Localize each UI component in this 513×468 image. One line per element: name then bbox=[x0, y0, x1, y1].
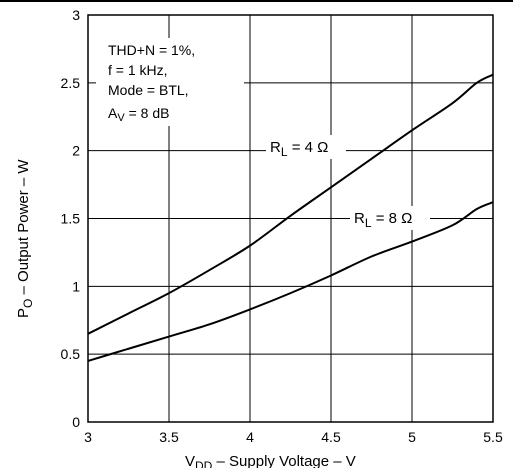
series-label-symbol: R bbox=[354, 210, 365, 227]
series-line-8ohm bbox=[87, 201, 494, 362]
gain-subscript: V bbox=[117, 112, 125, 124]
x-tick-label: 3 bbox=[84, 429, 92, 445]
annotation-line: THD+N = 1%, bbox=[108, 42, 195, 58]
y-axis-text: – Output Power – W bbox=[15, 159, 32, 299]
series-label-value: = 4 Ω bbox=[288, 139, 329, 156]
x-axis-symbol: V bbox=[185, 453, 195, 468]
series-label-subscript: L bbox=[281, 145, 288, 159]
gain-annotation: AV = 8 dB bbox=[108, 105, 169, 124]
x-tick-label: 5 bbox=[408, 429, 416, 445]
series-line-4ohm bbox=[87, 73, 494, 335]
x-tick-label: 4 bbox=[246, 429, 254, 445]
y-tick-label: 1 bbox=[72, 278, 80, 294]
x-tick-label: 5.5 bbox=[483, 429, 503, 445]
annotation-line: Mode = BTL, bbox=[108, 82, 189, 98]
label-background-4ohm bbox=[266, 135, 346, 159]
axis-ticks: 3 3.5 4 4.5 5 5.5 0 0.5 1 1.5 2 2.5 3 bbox=[61, 7, 503, 445]
x-axis-text: – Supply Voltage – V bbox=[212, 453, 355, 468]
top-rule bbox=[0, 0, 513, 2]
series-label-8ohm: RL = 8 Ω bbox=[354, 210, 412, 230]
x-tick-label: 3.5 bbox=[159, 429, 179, 445]
y-axis-label: PO – Output Power – W bbox=[15, 159, 35, 318]
series-lines bbox=[87, 73, 494, 362]
x-axis-subscript: DD bbox=[195, 459, 213, 468]
annotation-background bbox=[96, 38, 244, 126]
y-axis-symbol: P bbox=[15, 308, 32, 318]
gain-symbol: A bbox=[108, 105, 118, 121]
annotation-line: f = 1 kHz, bbox=[108, 62, 168, 78]
y-tick-label: 2 bbox=[72, 143, 80, 159]
y-tick-label: 0 bbox=[72, 414, 80, 430]
series-label-value: = 8 Ω bbox=[372, 210, 413, 227]
y-tick-label: 0.5 bbox=[61, 346, 81, 362]
x-axis-label: VDD – Supply Voltage – V bbox=[185, 453, 356, 468]
series-label-4ohm: RL = 4 Ω bbox=[270, 139, 328, 159]
x-tick-label: 4.5 bbox=[321, 429, 341, 445]
series-label-symbol: R bbox=[270, 139, 281, 156]
y-axis-subscript: O bbox=[21, 299, 35, 308]
y-tick-label: 1.5 bbox=[61, 211, 81, 227]
series-label-subscript: L bbox=[365, 216, 372, 230]
gain-value: = 8 dB bbox=[125, 105, 170, 121]
y-tick-label: 2.5 bbox=[61, 75, 81, 91]
plot-frame bbox=[87, 14, 494, 423]
y-tick-label: 3 bbox=[72, 7, 80, 23]
label-background-8ohm bbox=[350, 206, 430, 230]
